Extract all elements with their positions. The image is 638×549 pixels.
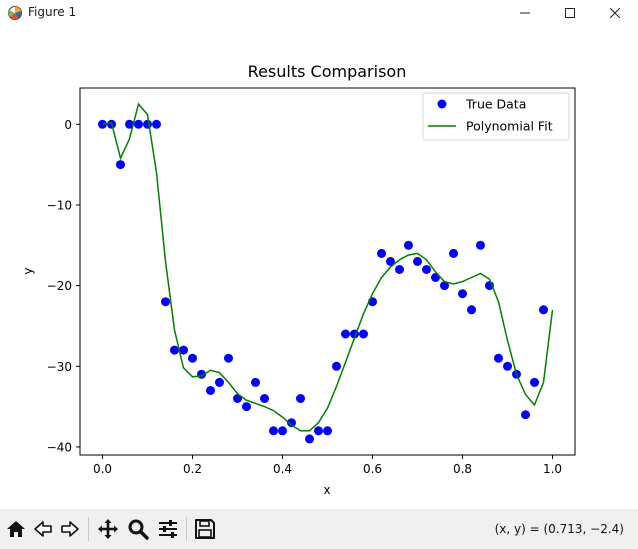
zoom-icon [128, 519, 149, 540]
data-point [503, 361, 512, 371]
data-point [179, 345, 188, 355]
x-tick-label: 1.0 [543, 462, 562, 476]
data-point [386, 256, 395, 266]
home-button[interactable] [4, 517, 28, 541]
data-point [269, 426, 278, 436]
legend-label-true-data: True Data [465, 97, 526, 112]
save-icon [195, 519, 215, 539]
data-point [116, 160, 125, 170]
minimize-icon [520, 12, 530, 14]
data-point [278, 426, 287, 436]
y-tick-label: −20 [47, 279, 72, 293]
close-icon [610, 8, 620, 18]
navigation-toolbar: (x, y) = (0.713, −2.4) [0, 509, 638, 549]
cursor-coordinates: (x, y) = (0.713, −2.4) [494, 522, 624, 536]
data-point [242, 402, 251, 412]
matplotlib-icon [8, 6, 22, 20]
data-point [494, 353, 503, 363]
toolbar-separator [88, 517, 89, 541]
x-tick-label: 0.6 [363, 462, 382, 476]
data-point [467, 305, 476, 315]
maximize-icon [565, 8, 575, 18]
data-point [521, 410, 530, 420]
data-point [332, 361, 341, 371]
axes-frame [79, 87, 576, 456]
forward-button[interactable] [58, 517, 82, 541]
x-tick-label: 0.2 [183, 462, 202, 476]
save-button[interactable] [193, 517, 217, 541]
y-tick-label: 0 [64, 118, 72, 132]
x-axis-label: x [323, 483, 330, 497]
data-point [215, 377, 224, 387]
x-tick-label: 0.0 [93, 462, 112, 476]
data-point [476, 240, 485, 250]
data-point [323, 426, 332, 436]
y-axis-label: y [21, 267, 35, 274]
x-tick-label: 0.4 [273, 462, 292, 476]
data-point [395, 265, 404, 274]
x-tick-label: 0.8 [453, 462, 472, 476]
data-point [404, 240, 413, 250]
data-point [458, 289, 467, 299]
configure-subplots-icon [159, 520, 177, 538]
data-point [260, 394, 269, 403]
chart-title: Results Comparison [248, 62, 407, 81]
maximize-button[interactable] [547, 0, 593, 26]
data-point [422, 265, 431, 274]
window-title: Figure 1 [28, 5, 77, 19]
toolbar-separator [186, 517, 187, 541]
pan-button[interactable] [96, 517, 120, 541]
chart: Results Comparison 0.0 0.2 0.4 0.6 0.8 1.0 0 −1… [21, 62, 576, 497]
data-point [341, 329, 350, 339]
y-tick-label: −30 [47, 360, 72, 374]
data-point [152, 119, 161, 129]
data-point [530, 377, 539, 387]
home-icon [7, 521, 25, 537]
y-tick-label: −10 [47, 198, 72, 212]
window-titlebar[interactable]: Figure 1 [0, 0, 638, 26]
data-point [134, 119, 143, 129]
minimize-button[interactable] [502, 0, 548, 26]
forward-icon [61, 521, 79, 537]
data-point [377, 248, 386, 258]
close-button[interactable] [592, 0, 638, 26]
data-point [539, 305, 548, 315]
data-point [170, 345, 179, 355]
data-point [305, 434, 314, 444]
legend: True Data Polynomial Fit [422, 92, 570, 141]
data-point [314, 426, 323, 436]
data-point [413, 256, 422, 266]
data-point [359, 329, 368, 339]
configure-subplots-button[interactable] [156, 517, 180, 541]
pan-icon [98, 519, 118, 539]
zoom-button[interactable] [126, 517, 150, 541]
legend-marker-true-data [437, 99, 447, 109]
back-button[interactable] [31, 517, 55, 541]
data-point [287, 418, 296, 428]
data-point [224, 353, 233, 363]
data-point [449, 248, 458, 258]
data-point [188, 353, 197, 363]
y-tick-label: −40 [47, 440, 72, 454]
back-icon [34, 521, 52, 537]
polynomial-fit-line [102, 102, 554, 432]
legend-label-polynomial-fit: Polynomial Fit [466, 119, 553, 134]
data-point [440, 281, 449, 291]
data-point [251, 377, 260, 387]
data-point [296, 394, 305, 403]
figure-canvas[interactable]: Results Comparison 0.0 0.2 0.4 0.6 0.8 1.0 0 −1… [0, 26, 638, 508]
data-point [206, 386, 215, 395]
data-point [125, 119, 134, 129]
data-point [143, 119, 152, 129]
data-point [161, 297, 170, 307]
